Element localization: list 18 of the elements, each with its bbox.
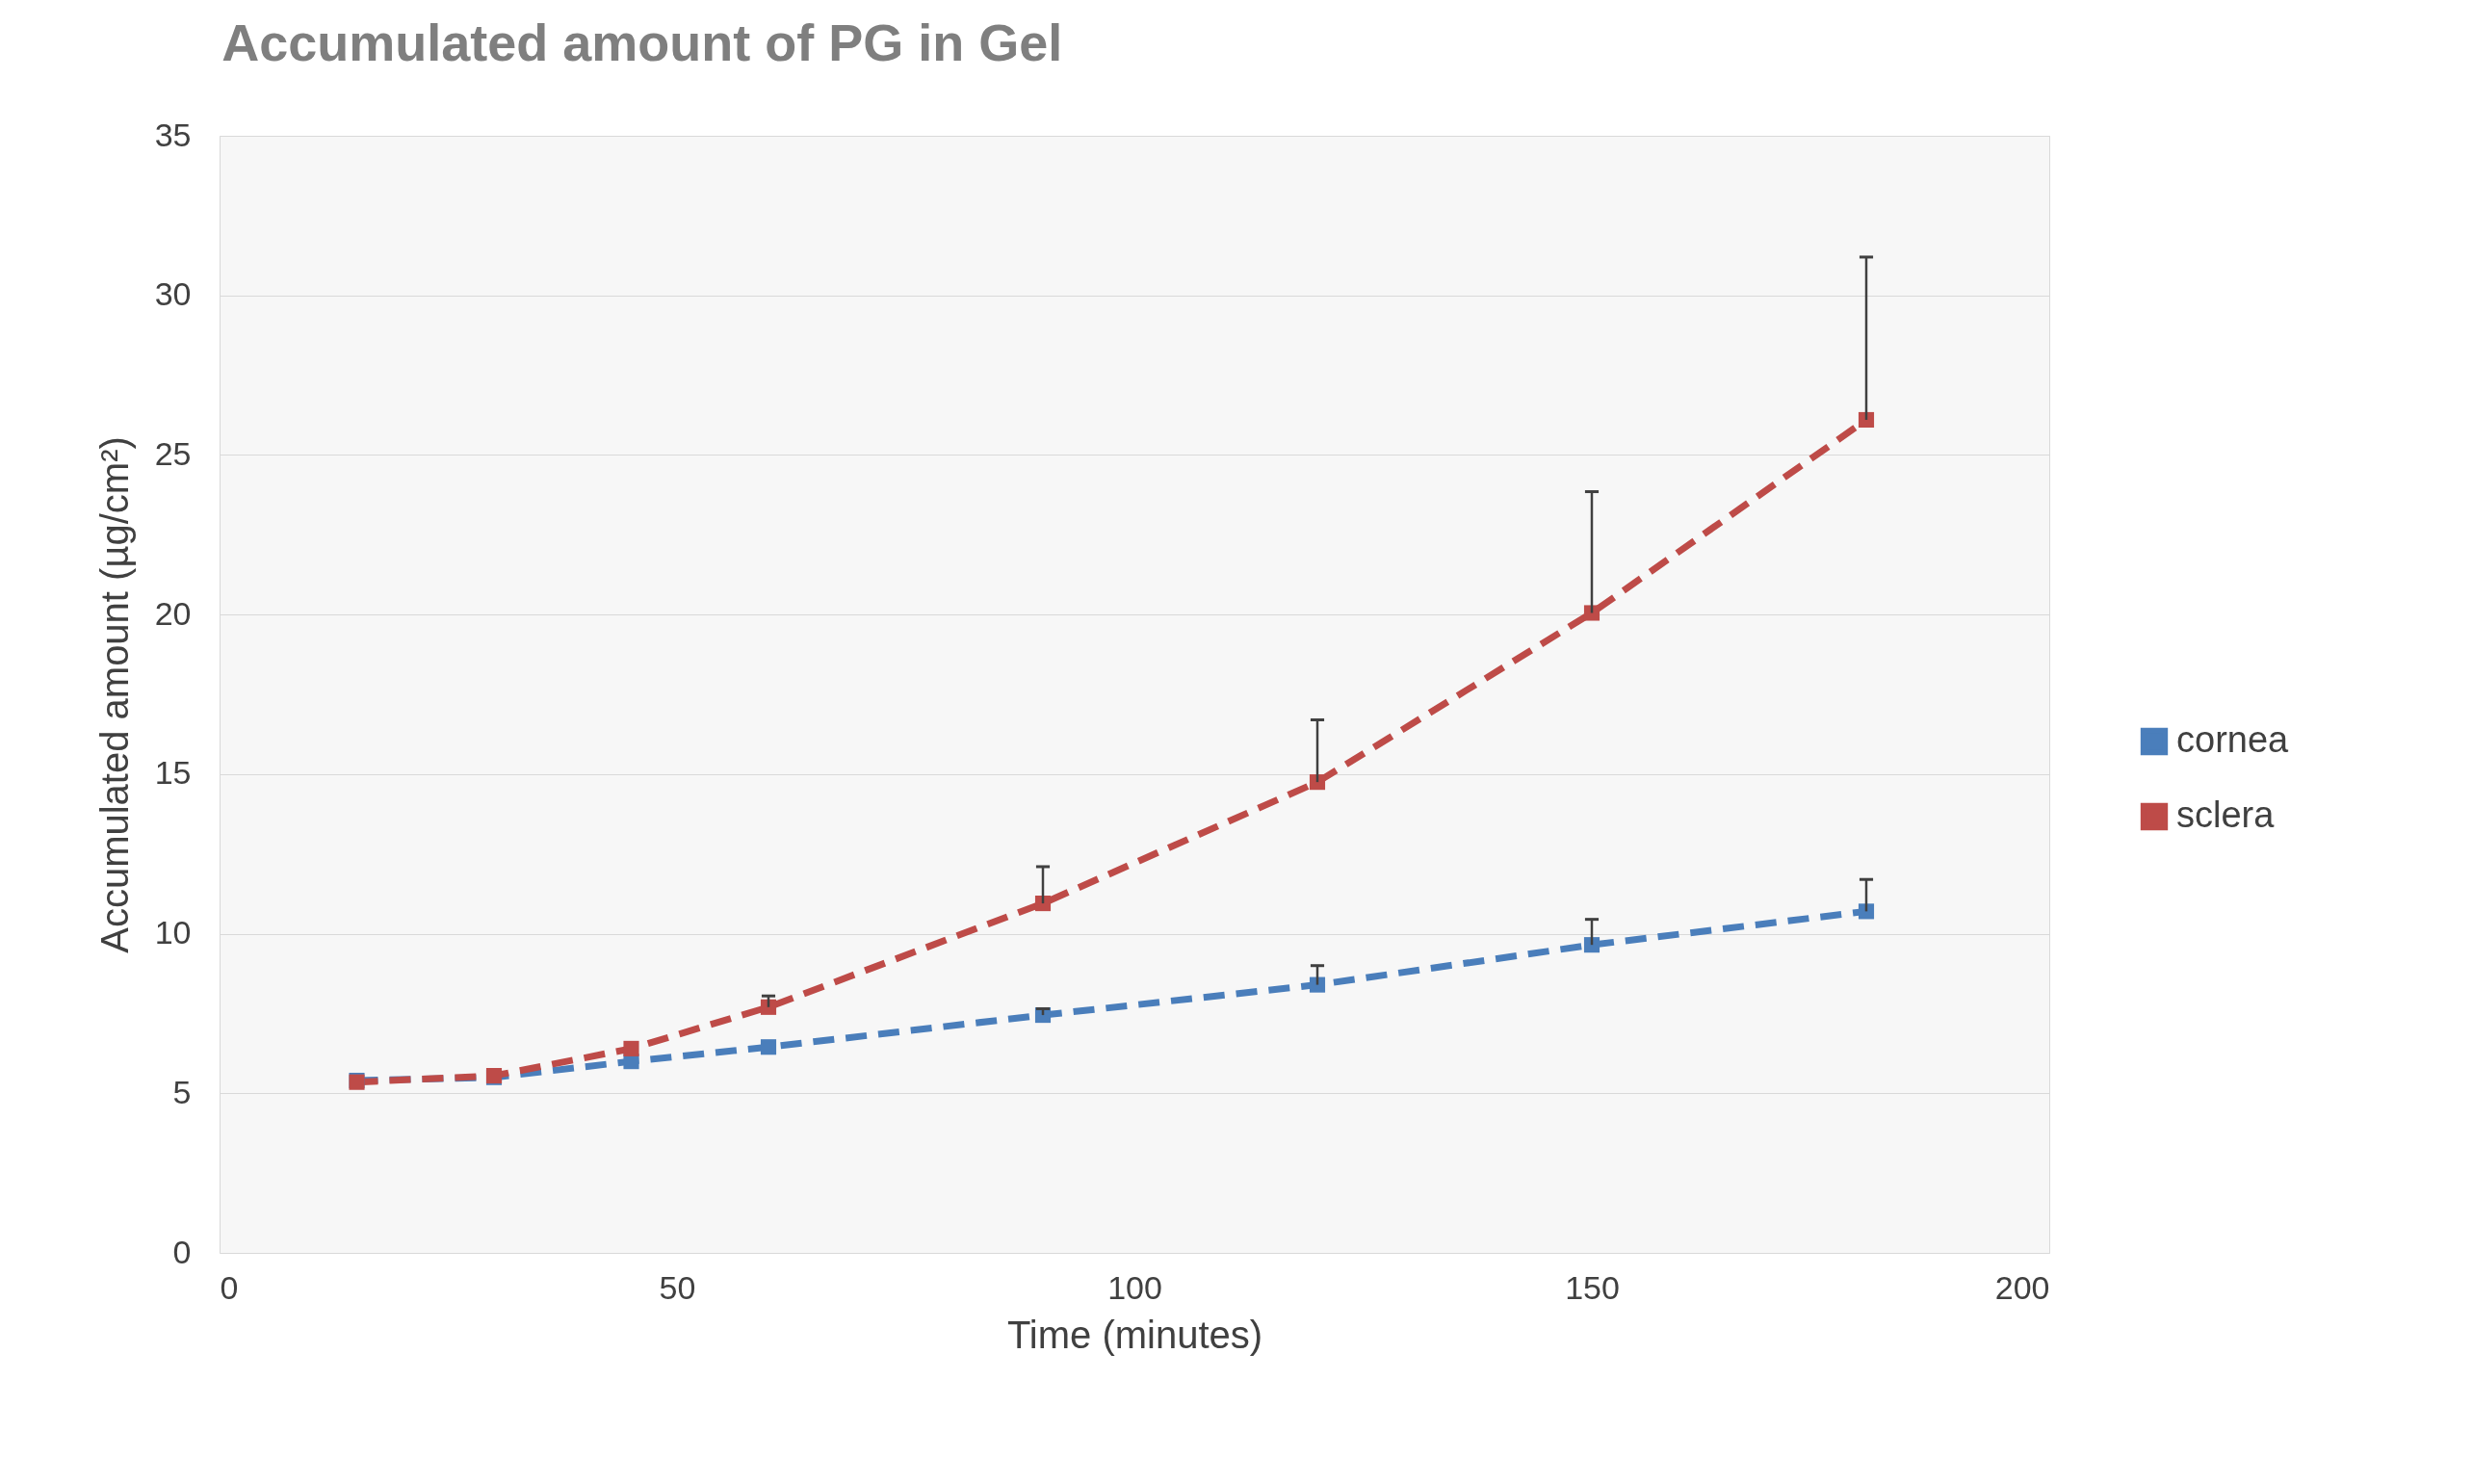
y-axis-title: Accumulated amount (µg/cm²)	[92, 436, 136, 953]
y-tick-label: 5	[172, 1073, 192, 1110]
y-tick-label: 35	[154, 116, 192, 153]
chart-title: Accumulated amount of PG in Gel	[221, 13, 1063, 71]
x-tick-label: 150	[1565, 1268, 1620, 1306]
x-tick-label: 50	[659, 1268, 696, 1306]
x-tick-label: 0	[220, 1268, 239, 1306]
y-tick-label: 30	[154, 275, 192, 313]
legend-label: cornea	[2176, 719, 2290, 760]
y-tick-label: 10	[154, 914, 192, 951]
legend-label: sclera	[2176, 794, 2276, 835]
y-tick-label: 15	[154, 754, 192, 792]
y-tick-label: 25	[154, 434, 192, 472]
x-tick-label: 200	[1994, 1268, 2050, 1306]
y-tick-label: 0	[172, 1233, 192, 1270]
x-tick-label: 100	[1107, 1268, 1162, 1306]
x-axis-title: Time (minutes)	[1006, 1313, 1263, 1356]
y-tick-label: 20	[154, 594, 192, 632]
